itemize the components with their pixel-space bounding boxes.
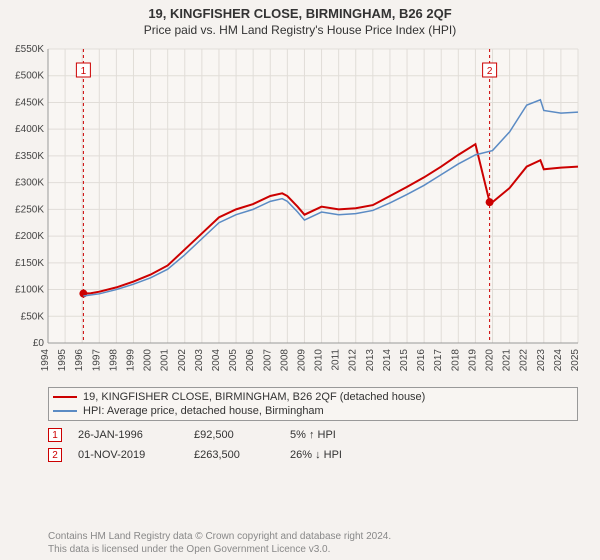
svg-text:2020: 2020 <box>485 349 496 372</box>
svg-text:2007: 2007 <box>262 349 273 372</box>
svg-text:2002: 2002 <box>177 349 188 372</box>
event-date: 26-JAN-1996 <box>78 429 178 441</box>
svg-text:1994: 1994 <box>40 349 51 372</box>
event-marker-icon: 1 <box>48 428 62 442</box>
svg-text:£300K: £300K <box>15 178 44 189</box>
event-marker-icon: 2 <box>48 448 62 462</box>
svg-text:£450K: £450K <box>15 97 44 108</box>
event-table: 1 26-JAN-1996 £92,500 5% ↑ HPI 2 01-NOV-2019 £… <box>48 425 578 465</box>
chart-container: £0 £50K £100K £150K £200K £250K £300K £350K £400… <box>0 41 600 381</box>
footer-line: This data is licensed under the Open Gov… <box>48 543 578 556</box>
event-price: £92,500 <box>194 429 274 441</box>
svg-text:2003: 2003 <box>194 349 205 372</box>
svg-text:2011: 2011 <box>331 349 342 371</box>
svg-text:£500K: £500K <box>15 71 44 82</box>
svg-text:1999: 1999 <box>125 349 136 372</box>
svg-text:1998: 1998 <box>108 349 119 372</box>
event-date: 01-NOV-2019 <box>78 449 178 461</box>
legend: 19, KINGFISHER CLOSE, BIRMINGHAM, B26 2Q… <box>48 387 578 421</box>
svg-text:2001: 2001 <box>160 349 171 372</box>
chart-title: 19, KINGFISHER CLOSE, BIRMINGHAM, B26 2Q… <box>0 0 600 21</box>
svg-text:1997: 1997 <box>91 349 102 372</box>
svg-text:2017: 2017 <box>433 349 444 372</box>
svg-text:2025: 2025 <box>570 349 581 372</box>
svg-text:£400K: £400K <box>15 124 44 135</box>
svg-text:1995: 1995 <box>57 349 68 372</box>
svg-text:2023: 2023 <box>536 349 547 372</box>
svg-text:2009: 2009 <box>296 349 307 372</box>
svg-text:2006: 2006 <box>245 349 256 372</box>
chart-subtitle: Price paid vs. HM Land Registry's House … <box>0 21 600 41</box>
svg-text:2005: 2005 <box>228 349 239 372</box>
legend-swatch <box>53 396 77 398</box>
legend-label: HPI: Average price, detached house, Birm… <box>83 405 324 417</box>
legend-row: HPI: Average price, detached house, Birm… <box>53 404 573 418</box>
svg-text:2013: 2013 <box>365 349 376 372</box>
svg-text:£50K: £50K <box>21 311 45 322</box>
svg-text:2010: 2010 <box>314 349 325 372</box>
event-delta: 5% ↑ HPI <box>290 429 380 441</box>
svg-text:2024: 2024 <box>553 349 564 372</box>
svg-text:2019: 2019 <box>467 349 478 372</box>
svg-text:£200K: £200K <box>15 231 44 242</box>
svg-text:2000: 2000 <box>143 349 154 372</box>
svg-text:1: 1 <box>81 66 87 77</box>
svg-text:2: 2 <box>487 66 493 77</box>
legend-label: 19, KINGFISHER CLOSE, BIRMINGHAM, B26 2Q… <box>83 391 425 403</box>
svg-text:2016: 2016 <box>416 349 427 372</box>
event-delta: 26% ↓ HPI <box>290 449 380 461</box>
svg-text:1996: 1996 <box>74 349 85 372</box>
svg-text:2004: 2004 <box>211 349 222 372</box>
footer-line: Contains HM Land Registry data © Crown c… <box>48 530 578 543</box>
svg-text:2008: 2008 <box>279 349 290 372</box>
svg-text:2021: 2021 <box>502 349 513 372</box>
svg-text:£0: £0 <box>33 338 45 349</box>
event-row: 2 01-NOV-2019 £263,500 26% ↓ HPI <box>48 445 578 465</box>
svg-text:2022: 2022 <box>519 349 530 372</box>
svg-text:£550K: £550K <box>15 44 44 55</box>
svg-text:£250K: £250K <box>15 204 44 215</box>
legend-row: 19, KINGFISHER CLOSE, BIRMINGHAM, B26 2Q… <box>53 390 573 404</box>
svg-text:£350K: £350K <box>15 151 44 162</box>
svg-text:£100K: £100K <box>15 285 44 296</box>
line-chart: £0 £50K £100K £150K £200K £250K £300K £350K £400… <box>0 41 600 381</box>
footer-attribution: Contains HM Land Registry data © Crown c… <box>48 530 578 556</box>
event-row: 1 26-JAN-1996 £92,500 5% ↑ HPI <box>48 425 578 445</box>
svg-text:£150K: £150K <box>15 258 44 269</box>
svg-text:2012: 2012 <box>348 349 359 372</box>
legend-swatch <box>53 410 77 412</box>
event-price: £263,500 <box>194 449 274 461</box>
svg-text:2014: 2014 <box>382 349 393 372</box>
svg-text:2015: 2015 <box>399 349 410 372</box>
svg-text:2018: 2018 <box>450 349 461 372</box>
